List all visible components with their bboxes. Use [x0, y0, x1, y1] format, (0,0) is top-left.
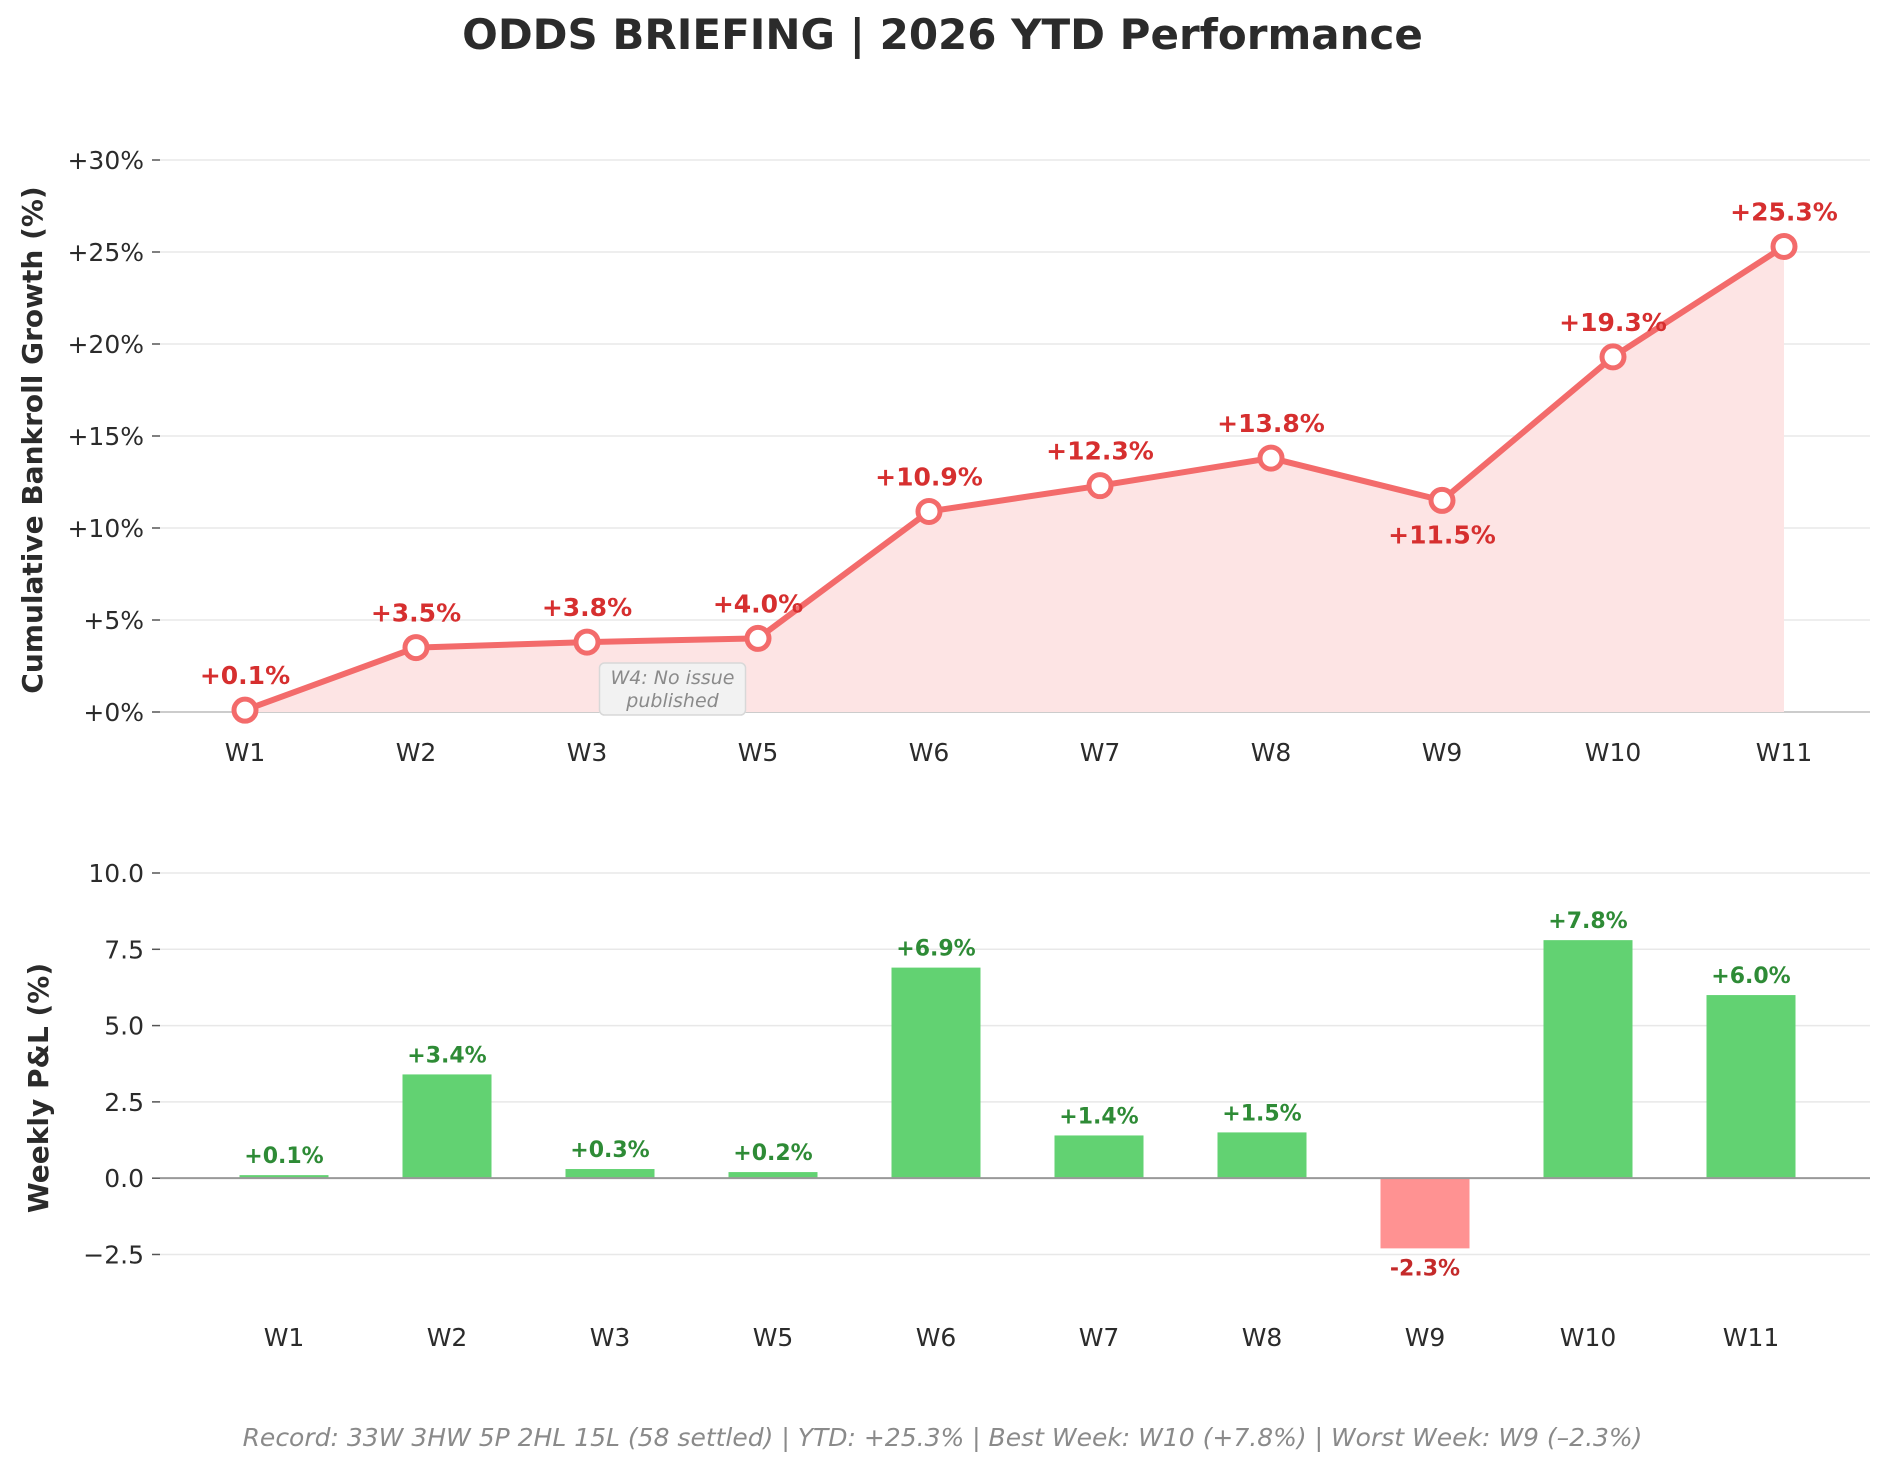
cumulative-point [1257, 444, 1285, 472]
cumulative-point [1086, 472, 1114, 500]
weekly-bar [565, 1169, 655, 1179]
record-summary: Record: 33W 3HW 5P 2HL 15L (58 settled) … [242, 1423, 1643, 1452]
xtick-label-top: W11 [1756, 738, 1813, 767]
weekly-data-label: +6.0% [1711, 964, 1790, 989]
weekly-data-label: +3.4% [407, 1043, 486, 1068]
ytick-label-bottom: −2.5 [83, 1240, 144, 1269]
xtick-label-bottom: W1 [264, 1323, 305, 1352]
ytick-label-top: +25% [67, 238, 144, 267]
cumulative-point [744, 624, 772, 652]
ytick-label-top: +5% [83, 606, 144, 635]
ytick-label-top: +0% [83, 698, 144, 727]
cumulative-point [573, 628, 601, 656]
xtick-label-top: W1 [225, 738, 266, 767]
y-axis-title-bottom: Weekly P&L (%) [22, 963, 55, 1213]
xtick-label-top: W7 [1080, 738, 1121, 767]
weekly-data-label: +0.2% [733, 1141, 812, 1166]
weekly-bar [891, 967, 981, 1179]
ytick-label-bottom: 2.5 [104, 1088, 144, 1117]
weekly-data-label: +6.9% [896, 937, 975, 962]
no-issue-note-box [598, 662, 747, 716]
cumulative-point [402, 634, 430, 662]
ytick-label-bottom: 7.5 [104, 935, 144, 964]
xtick-label-top: W6 [909, 738, 950, 767]
ytick-label-bottom: 5.0 [104, 1012, 144, 1041]
weekly-data-label: -2.3% [1390, 1256, 1460, 1281]
ytick-label-top: +15% [67, 422, 144, 451]
xtick-label-top: W8 [1251, 738, 1292, 767]
weekly-bar [1054, 1135, 1144, 1179]
cumulative-point [1428, 486, 1456, 514]
cumulative-data-label: +0.1% [200, 661, 290, 690]
xtick-label-bottom: W9 [1405, 1323, 1446, 1352]
cumulative-data-label: +4.0% [713, 589, 803, 618]
cumulative-data-label: +13.8% [1217, 409, 1325, 438]
xtick-label-bottom: W5 [753, 1323, 794, 1352]
xtick-label-bottom: W3 [590, 1323, 631, 1352]
ytick-label-top: +30% [67, 146, 144, 175]
cumulative-data-label: +10.9% [875, 462, 983, 491]
cumulative-line [242, 243, 1787, 714]
ytick-label-bottom: 10.0 [88, 859, 144, 888]
cumulative-point [1770, 232, 1798, 260]
xtick-label-bottom: W11 [1723, 1323, 1780, 1352]
cumulative-data-label: +3.5% [371, 599, 461, 628]
weekly-bar [1217, 1132, 1307, 1179]
xtick-label-bottom: W10 [1560, 1323, 1617, 1352]
cumulative-data-label: +11.5% [1388, 520, 1496, 549]
xtick-label-bottom: W7 [1079, 1323, 1120, 1352]
xtick-label-top: W5 [738, 738, 779, 767]
no-issue-note-line1: W4: No issue [610, 667, 734, 689]
xtick-label-bottom: W2 [427, 1323, 468, 1352]
cumulative-area [245, 246, 1784, 713]
weekly-bar [239, 1175, 329, 1179]
no-issue-note-line2: published [625, 690, 719, 712]
cumulative-data-label: +25.3% [1730, 197, 1838, 226]
xtick-label-bottom: W6 [916, 1323, 957, 1352]
xtick-label-top: W2 [396, 738, 437, 767]
cumulative-data-label: +12.3% [1046, 437, 1154, 466]
cumulative-data-label: +3.8% [542, 593, 632, 622]
ytick-label-bottom: 0.0 [104, 1164, 144, 1193]
cumulative-data-label: +19.3% [1559, 308, 1667, 337]
weekly-bar [1380, 1178, 1470, 1249]
chart-title: ODDS BRIEFING | 2026 YTD Performance [462, 10, 1423, 59]
weekly-data-label: +0.3% [570, 1138, 649, 1163]
weekly-bar [1706, 995, 1796, 1179]
y-axis-title-top: Cumulative Bankroll Growth (%) [16, 186, 49, 693]
xtick-label-top: W9 [1422, 738, 1463, 767]
xtick-label-top: W10 [1585, 738, 1642, 767]
xtick-label-bottom: W8 [1242, 1323, 1283, 1352]
weekly-bar [1543, 940, 1633, 1179]
weekly-data-label: +1.5% [1222, 1101, 1301, 1126]
cumulative-point [915, 497, 943, 525]
weekly-bar [402, 1074, 492, 1179]
cumulative-point [1599, 343, 1627, 371]
weekly-data-label: +1.4% [1059, 1104, 1138, 1129]
weekly-data-label: +0.1% [244, 1144, 323, 1169]
weekly-bar [728, 1172, 818, 1179]
cumulative-point [231, 696, 259, 724]
ytick-label-top: +20% [67, 330, 144, 359]
weekly-data-label: +7.8% [1548, 909, 1627, 934]
ytick-label-top: +10% [67, 514, 144, 543]
xtick-label-top: W3 [567, 738, 608, 767]
